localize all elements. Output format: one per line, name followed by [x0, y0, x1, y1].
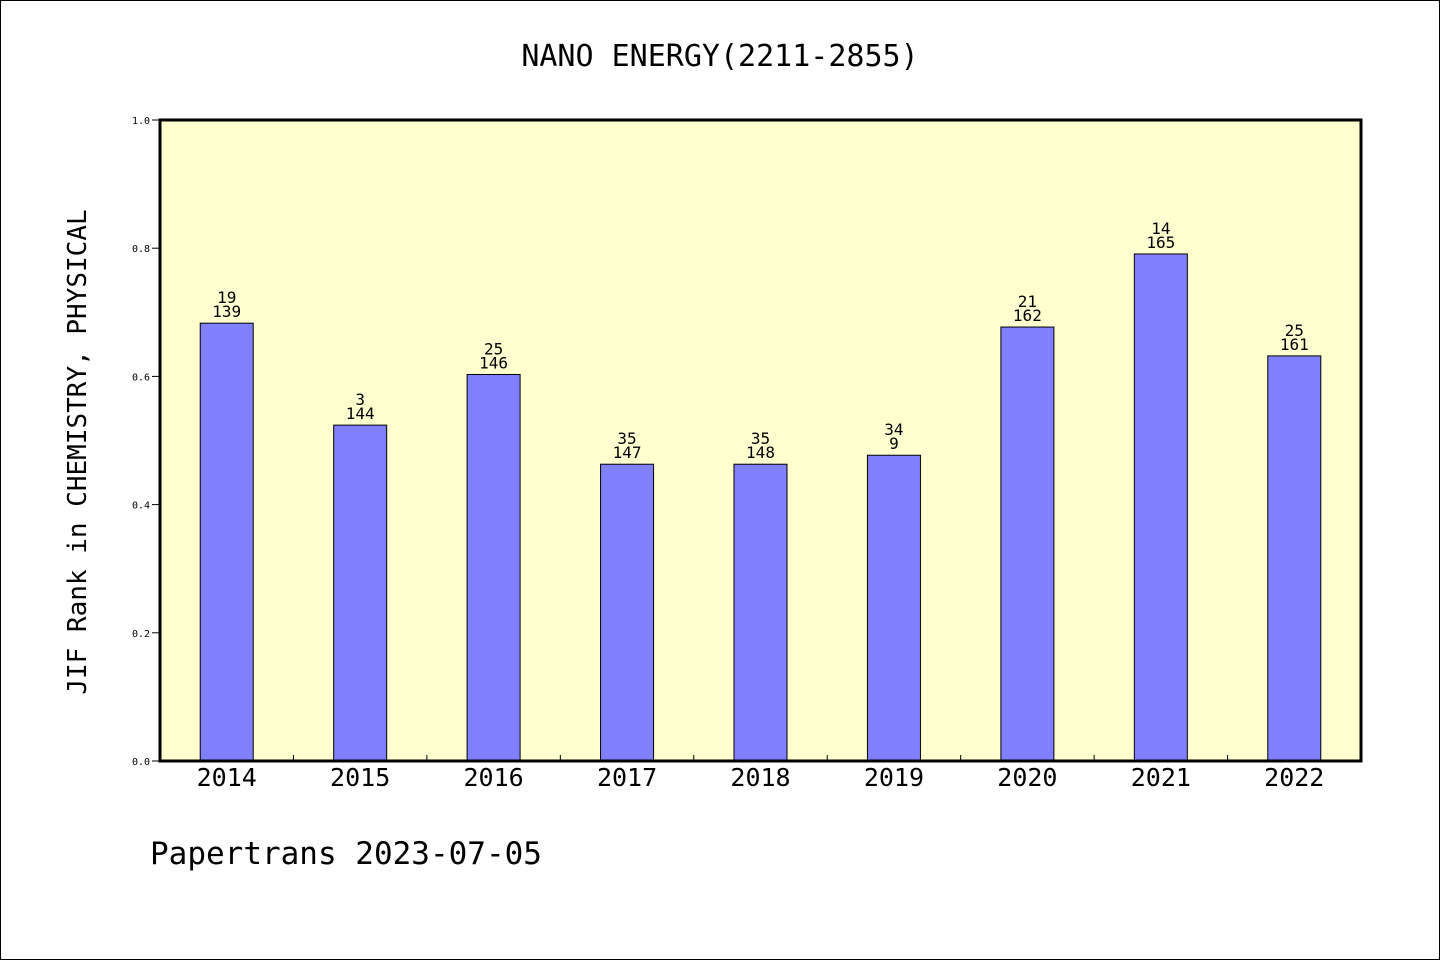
plot-border	[158, 118, 1363, 763]
x-tick-label: 2016	[464, 763, 524, 792]
bar-label-rank: 35	[751, 429, 770, 448]
x-tick-label: 2021	[1131, 763, 1191, 792]
y-tick-label: 0.8	[132, 244, 150, 255]
bar-label-total: 165	[1146, 233, 1175, 252]
bar-labels-group: 1913931442514635147351483492116214165251…	[212, 219, 1308, 462]
bar-label-rank: 19	[217, 288, 236, 307]
y-tick-label: 0.0	[132, 757, 150, 768]
bar-label-total: 162	[1013, 306, 1042, 325]
bar-2016	[466, 373, 521, 762]
x-tick-label: 2018	[730, 763, 790, 792]
bar-2019	[866, 454, 921, 762]
bar-label-rank: 3	[355, 390, 365, 409]
x-tick-label: 2014	[197, 763, 257, 792]
y-tick-label: 0.4	[132, 501, 150, 512]
bar-2020	[1000, 326, 1055, 762]
y-tick-label: 0.2	[132, 629, 150, 640]
bar-label-rank: 35	[617, 429, 636, 448]
bar-2018	[733, 463, 788, 762]
bar-label-total: 148	[746, 443, 775, 462]
bar-label-total: 146	[479, 353, 508, 372]
bar-2014	[199, 322, 254, 762]
bar-label-rank: 21	[1018, 292, 1037, 311]
bar-2022	[1267, 355, 1322, 762]
bars-group	[199, 253, 1322, 762]
bar-2021	[1133, 253, 1188, 762]
x-tick-label: 2022	[1264, 763, 1324, 792]
y-axis: 0.0 0.2 0.4 0.6 0.8 1.0	[132, 116, 160, 768]
bar-2015	[333, 424, 388, 762]
bar-label-total: 139	[212, 302, 241, 321]
x-tick-label: 2019	[864, 763, 924, 792]
bar-label-rank: 14	[1151, 219, 1170, 238]
bar-label-total: 144	[346, 404, 375, 423]
y-axis-label: JIF Rank in CHEMISTRY, PHYSICAL	[63, 209, 93, 694]
x-tick-label: 2017	[597, 763, 657, 792]
y-tick-label: 1.0	[132, 116, 150, 127]
y-tick-label: 0.6	[132, 372, 150, 383]
bar-label-total: 9	[889, 434, 899, 453]
bar-2017	[600, 463, 655, 762]
bar-label-total: 147	[613, 443, 642, 462]
x-axis: 2014 2015 2016 2017 2018 2019 2020 2021 2022	[197, 755, 1324, 792]
footer-credit: Papertrans 2023-07-05	[150, 836, 542, 872]
x-tick-label: 2020	[997, 763, 1057, 792]
bar-label-rank: 25	[1285, 321, 1304, 340]
bar-label-rank: 25	[484, 339, 503, 358]
chart-title: NANO ENERGY(2211-2855)	[521, 39, 918, 74]
bar-label-rank: 34	[884, 420, 903, 439]
x-tick-label: 2015	[330, 763, 390, 792]
bar-label-total: 161	[1280, 335, 1309, 354]
